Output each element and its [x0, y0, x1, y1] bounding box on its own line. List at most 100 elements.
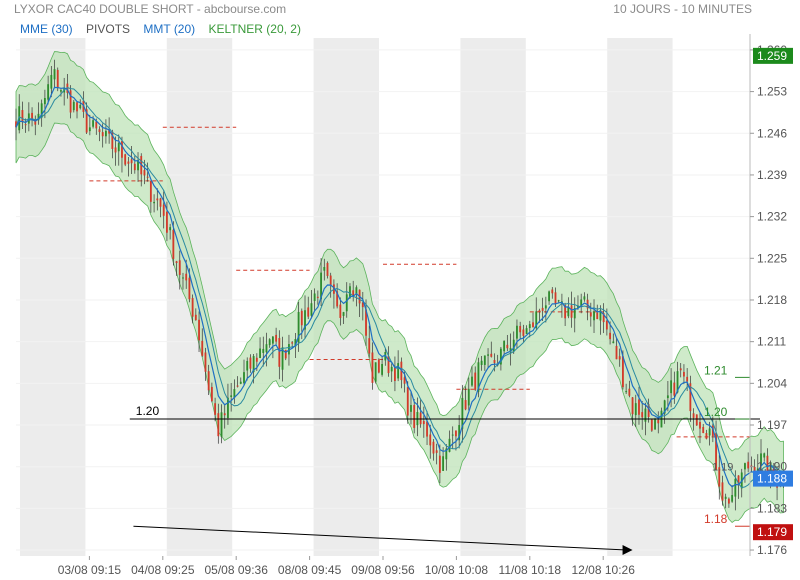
candle: [641, 401, 644, 430]
candle-body: [252, 356, 255, 373]
candle: [705, 429, 708, 440]
candle-body: [275, 334, 278, 342]
candle-body: [493, 359, 496, 363]
candle-body: [657, 419, 660, 424]
legend-pivots[interactable]: PIVOTS: [86, 22, 131, 36]
candle: [21, 101, 24, 130]
candle-body: [188, 277, 191, 300]
candle-body: [300, 310, 303, 326]
candle-body: [390, 366, 393, 372]
candle-body: [265, 344, 268, 353]
price-badge-bg: [753, 47, 793, 64]
candle: [156, 188, 159, 211]
candle-body: [227, 397, 229, 419]
candle: [435, 443, 438, 465]
candle-body: [666, 395, 669, 399]
candle-body: [538, 310, 541, 313]
candle-body: [519, 326, 522, 333]
candle-body: [143, 170, 146, 176]
candle-body: [15, 121, 17, 128]
candle: [159, 197, 162, 218]
candle: [628, 380, 631, 398]
candle-body: [503, 340, 506, 352]
candle: [178, 250, 181, 290]
period-label: 10 JOURS - 10 MINUTES: [613, 2, 752, 16]
candle: [715, 420, 717, 471]
candle: [503, 340, 506, 356]
candle-body: [689, 383, 692, 412]
price-badge[interactable]: 1.188: [753, 470, 793, 487]
price-badge-label: 1.188: [757, 472, 787, 486]
price-badge-label: 1.259: [757, 49, 787, 63]
candle-body: [551, 289, 554, 294]
candle-body: [628, 388, 631, 396]
candle-body: [580, 299, 583, 307]
candle: [477, 357, 480, 398]
candle-body: [451, 434, 454, 436]
candle-body: [191, 298, 194, 317]
candle-body: [310, 303, 313, 316]
candle-body: [557, 300, 560, 302]
price-badge[interactable]: 1.179: [753, 524, 793, 541]
candle-body: [416, 411, 419, 426]
legend-mmt[interactable]: MMT (20): [143, 22, 196, 36]
candle: [490, 341, 493, 358]
candle-body: [631, 397, 634, 415]
candle: [615, 337, 618, 360]
candle-body: [467, 388, 470, 406]
candle: [516, 319, 518, 350]
candle-body: [532, 322, 534, 328]
candle-body: [371, 352, 374, 383]
candle-body: [21, 110, 24, 123]
candle: [76, 101, 78, 119]
candle: [747, 452, 750, 473]
candle: [169, 223, 172, 240]
candle-body: [464, 400, 467, 410]
candle: [381, 356, 383, 377]
candle-body: [676, 371, 679, 393]
candle: [149, 180, 152, 213]
candle-body: [647, 404, 650, 418]
candle: [278, 330, 281, 380]
candle-body: [320, 272, 322, 300]
candle: [657, 411, 660, 434]
candle-body: [715, 433, 717, 470]
candle: [525, 325, 528, 334]
candle-body: [718, 467, 721, 487]
legend-mme[interactable]: MME (30): [20, 22, 73, 36]
x-tick-label: 05/08 09:36: [204, 563, 268, 577]
candle: [406, 381, 409, 424]
candle: [390, 363, 393, 383]
candle: [371, 342, 374, 390]
candle: [458, 415, 461, 449]
candle-body: [313, 293, 316, 301]
candle-body: [281, 347, 284, 370]
price-badge[interactable]: 1.259: [753, 47, 793, 64]
candle-body: [114, 147, 117, 153]
x-tick-label: 09/08 09:56: [351, 563, 415, 577]
candle: [323, 258, 326, 281]
candle-body: [111, 131, 114, 149]
candle: [544, 296, 547, 323]
candle-body: [435, 450, 438, 453]
candle-body: [702, 426, 705, 434]
y-tick-label: 1.197: [757, 418, 787, 432]
candle: [259, 337, 261, 359]
candle: [368, 325, 371, 358]
session-shade: [460, 38, 526, 556]
candle-body: [278, 338, 281, 367]
candle: [124, 153, 127, 167]
legend-keltner[interactable]: KELTNER (20, 2): [208, 22, 301, 36]
candle-body: [516, 325, 518, 339]
candle: [548, 290, 550, 305]
candle: [573, 297, 576, 333]
candle-body: [381, 364, 383, 375]
candle-body: [85, 109, 88, 133]
candle: [217, 403, 220, 444]
candle-body: [747, 461, 750, 469]
candle-body: [377, 359, 380, 373]
candle-body: [214, 403, 217, 415]
candle: [599, 305, 602, 335]
candle-body: [641, 412, 644, 418]
